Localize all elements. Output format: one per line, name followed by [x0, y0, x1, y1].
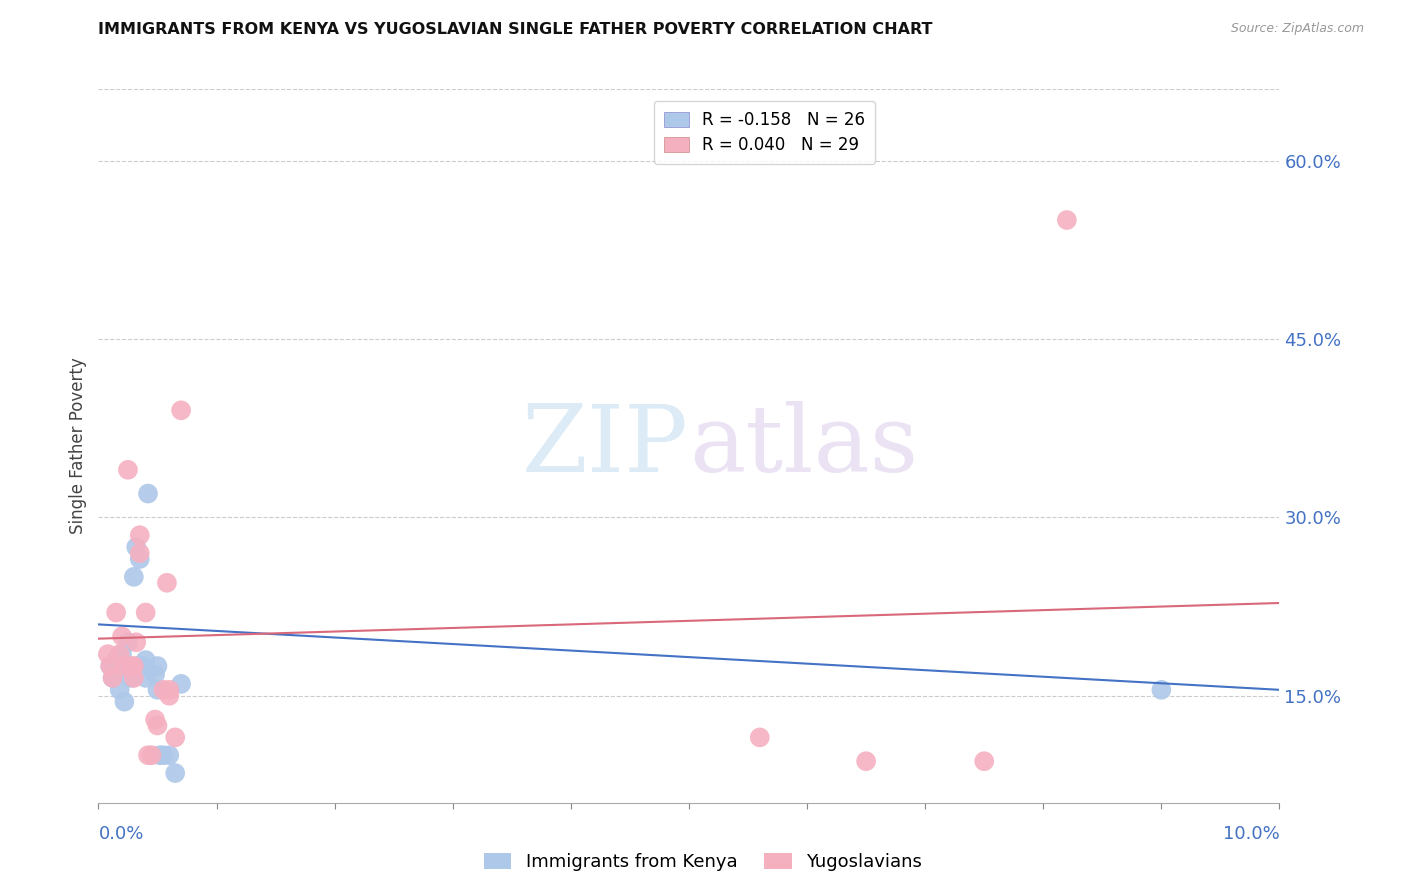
Point [117, 463, 139, 477]
Point [128, 552, 150, 566]
Point [128, 528, 150, 542]
Point [1150, 682, 1173, 697]
Point [152, 748, 174, 763]
Point [135, 606, 157, 620]
Point [136, 486, 159, 500]
Point [141, 748, 163, 763]
Legend: Immigrants from Kenya, Yugoslavians: Immigrants from Kenya, Yugoslavians [477, 846, 929, 879]
Point [111, 629, 134, 643]
Y-axis label: Single Father Poverty: Single Father Poverty [69, 358, 87, 534]
Point [125, 635, 148, 649]
Point [111, 647, 134, 661]
Point [117, 635, 139, 649]
Point [122, 570, 145, 584]
Point [170, 403, 193, 417]
Point [112, 659, 135, 673]
Text: atlas: atlas [689, 401, 918, 491]
Point [127, 659, 149, 673]
Point [132, 659, 155, 673]
Point [101, 671, 124, 685]
Point [121, 659, 143, 673]
Point [97, 647, 120, 661]
Point [146, 718, 169, 732]
Point [135, 671, 157, 685]
Legend: R = -0.158   N = 26, R = 0.040   N = 29: R = -0.158 N = 26, R = 0.040 N = 29 [654, 101, 876, 164]
Point [121, 671, 143, 685]
Point [157, 748, 180, 763]
Point [122, 659, 145, 673]
Point [165, 731, 187, 745]
Point [1056, 213, 1078, 227]
Point [108, 682, 131, 697]
Point [149, 748, 172, 763]
Point [125, 540, 148, 554]
Point [101, 671, 124, 685]
Text: Source: ZipAtlas.com: Source: ZipAtlas.com [1230, 22, 1364, 36]
Point [165, 766, 187, 780]
Point [136, 748, 159, 763]
Text: 0.0%: 0.0% [98, 825, 143, 843]
Point [146, 659, 169, 673]
Point [143, 667, 166, 681]
Text: 10.0%: 10.0% [1223, 825, 1279, 843]
Point [855, 754, 877, 768]
Point [143, 713, 166, 727]
Text: ZIP: ZIP [522, 401, 689, 491]
Point [105, 606, 128, 620]
Point [108, 647, 131, 661]
Point [105, 653, 128, 667]
Point [157, 682, 180, 697]
Text: IMMIGRANTS FROM KENYA VS YUGOSLAVIAN SINGLE FATHER POVERTY CORRELATION CHART: IMMIGRANTS FROM KENYA VS YUGOSLAVIAN SIN… [98, 22, 934, 37]
Point [112, 695, 135, 709]
Point [122, 671, 145, 685]
Point [170, 677, 193, 691]
Point [973, 754, 995, 768]
Point [98, 659, 121, 673]
Point [748, 731, 770, 745]
Point [117, 659, 139, 673]
Point [157, 689, 180, 703]
Point [156, 575, 179, 590]
Point [135, 653, 157, 667]
Point [98, 659, 121, 673]
Point [128, 546, 150, 560]
Point [152, 682, 174, 697]
Point [146, 682, 169, 697]
